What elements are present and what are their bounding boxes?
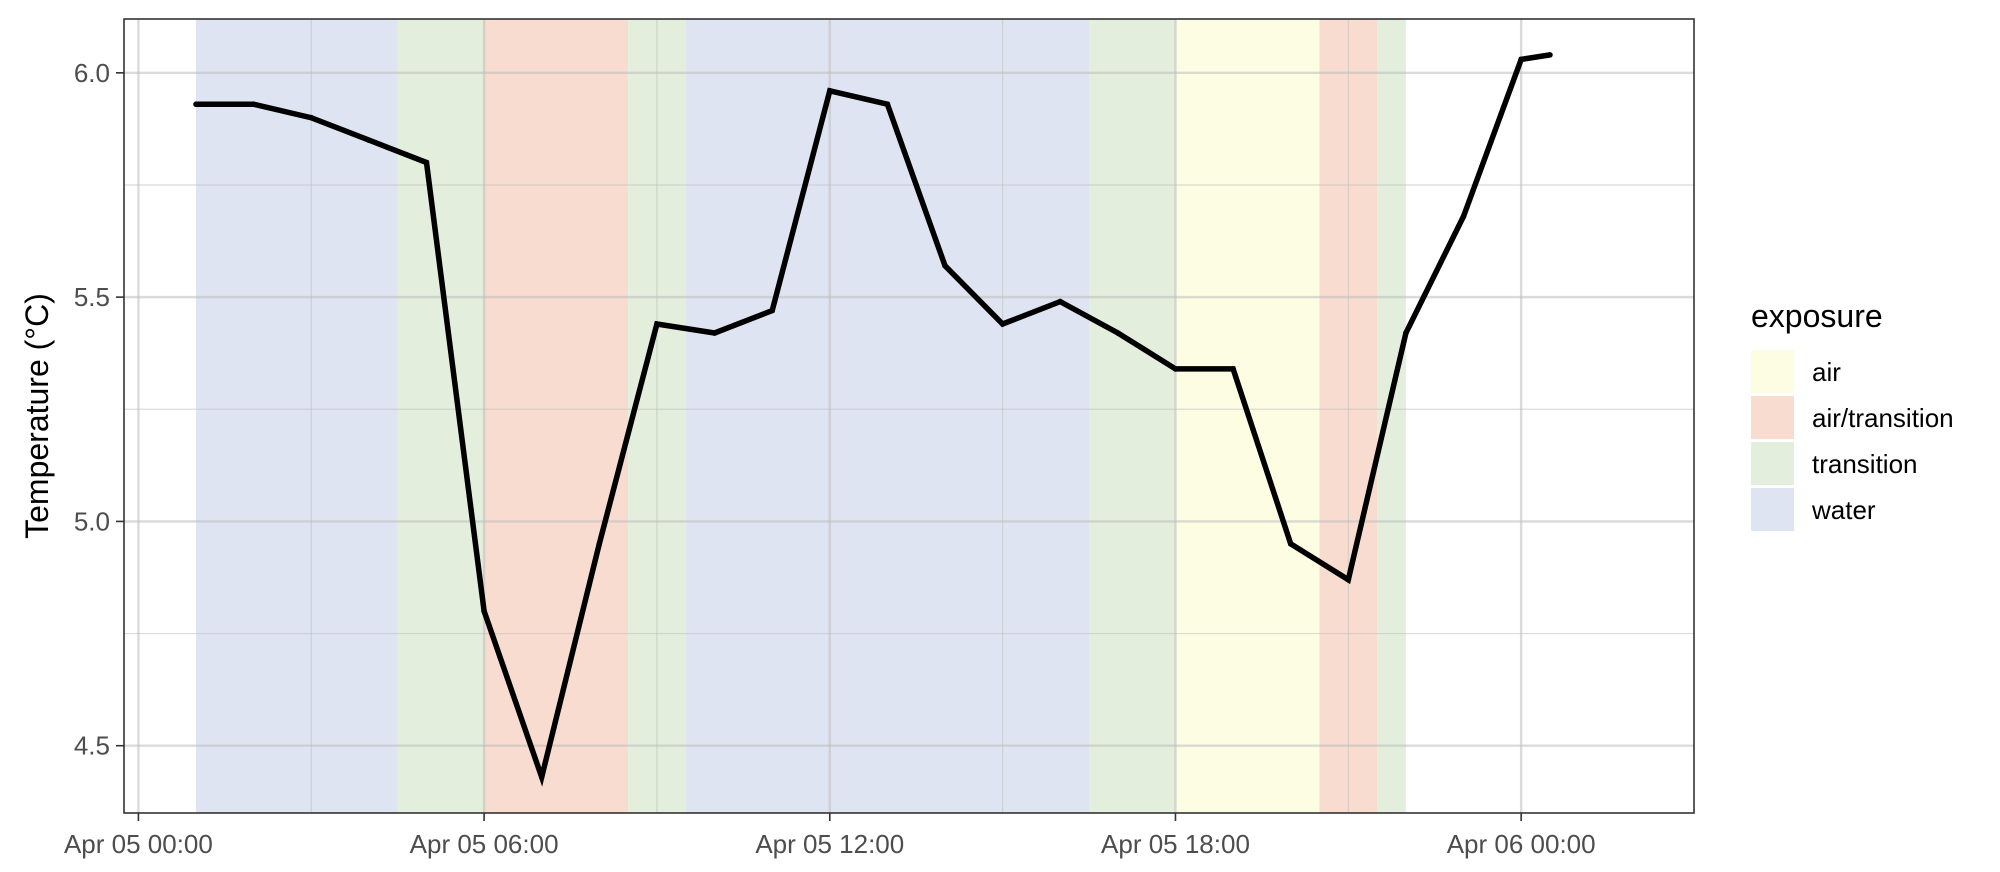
data-point — [942, 262, 948, 269]
data-point — [999, 321, 1006, 327]
x-tick-label: Apr 05 18:00 — [1101, 829, 1250, 859]
data-point — [423, 159, 430, 166]
grid-lines — [124, 19, 1694, 813]
x-axis: Apr 05 00:00 Apr 05 06:00 Apr 05 12:00 Apr … — [64, 813, 1596, 859]
legend-swatch-air-transition — [1751, 396, 1794, 439]
x-tick-label: Apr 06 00:00 — [1447, 829, 1596, 859]
exposure-band-water — [196, 19, 398, 813]
x-tick-label: Apr 05 12:00 — [755, 829, 904, 859]
data-point — [1172, 366, 1179, 372]
series-layer — [193, 52, 1553, 787]
data-point — [1403, 330, 1409, 336]
legend-swatch-transition — [1751, 442, 1794, 485]
legend-label-transition: transition — [1812, 449, 1918, 479]
y-tick-label: 6.0 — [74, 58, 110, 88]
data-point — [826, 87, 833, 94]
x-tick-label: Apr 05 06:00 — [410, 829, 559, 859]
y-tick-label: 4.5 — [74, 731, 110, 761]
data-point — [1287, 541, 1294, 547]
panel-border — [123, 18, 1695, 814]
y-tick-label: 5.5 — [74, 282, 110, 312]
data-point — [1518, 56, 1524, 63]
data-point — [1345, 576, 1352, 583]
data-point — [250, 101, 257, 108]
data-point — [366, 137, 372, 143]
data-point — [711, 330, 718, 336]
data-point — [308, 114, 315, 121]
data-point — [769, 307, 775, 314]
exposure-band-air-transition — [484, 19, 629, 813]
exposure-band-transition — [397, 19, 485, 813]
legend-swatch-water — [1751, 488, 1794, 531]
data-point — [654, 321, 660, 327]
data-point — [1057, 298, 1064, 305]
data-point — [538, 774, 545, 780]
exposure-band-water — [685, 19, 1090, 813]
legend-swatch-air — [1751, 350, 1794, 393]
data-point — [884, 101, 891, 108]
data-point — [1230, 366, 1236, 372]
data-point — [596, 541, 603, 547]
legend-label-water: water — [1811, 495, 1876, 525]
exposure-band-transition — [1089, 19, 1176, 813]
y-tick-label: 5.0 — [74, 506, 110, 536]
legend-label-air: air — [1812, 357, 1841, 387]
legend: exposure air air/transition transition wate… — [1751, 298, 1954, 531]
y-axis-title: Temperature (°C) — [19, 293, 55, 539]
exposure-band-transition — [1377, 19, 1406, 813]
data-point — [1460, 213, 1467, 220]
data-point — [1115, 330, 1121, 336]
data-point — [481, 608, 487, 614]
legend-label-air-transition: air/transition — [1812, 403, 1954, 433]
data-point — [1547, 52, 1553, 58]
legend-title: exposure — [1751, 298, 1883, 334]
x-tick-label: Apr 05 00:00 — [64, 829, 213, 859]
data-point — [193, 101, 199, 108]
exposure-bands — [196, 19, 1406, 813]
y-axis: 4.5 5.0 5.5 6.0 — [74, 58, 124, 761]
